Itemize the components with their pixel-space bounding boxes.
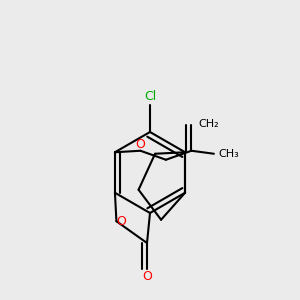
Text: O: O xyxy=(142,269,152,283)
Text: CH₂: CH₂ xyxy=(198,119,219,129)
Text: O: O xyxy=(116,215,126,228)
Text: O: O xyxy=(136,138,146,151)
Text: Cl: Cl xyxy=(144,90,156,103)
Text: CH₃: CH₃ xyxy=(218,149,239,159)
